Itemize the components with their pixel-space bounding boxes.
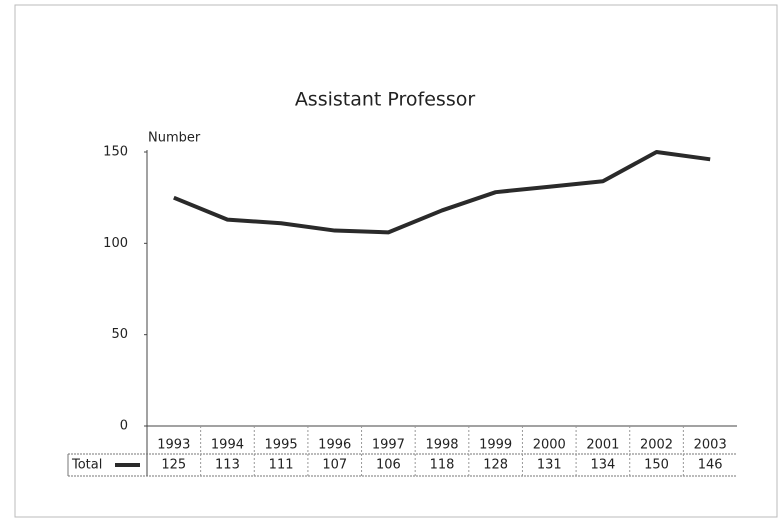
x-tick-label: 1999 (479, 438, 512, 453)
x-tick-label: 2000 (533, 438, 566, 453)
table-value: 125 (161, 458, 186, 473)
x-tick-label: 1996 (318, 438, 351, 453)
x-tick-label: 1995 (265, 438, 298, 453)
legend-label: Total (71, 458, 102, 473)
table-value: 113 (215, 458, 240, 473)
x-tick-label: 2002 (640, 438, 673, 453)
y-tick-label: 0 (120, 419, 128, 434)
x-tick-label: 1997 (372, 438, 405, 453)
y-tick-label: 150 (103, 145, 128, 160)
table-value: 131 (537, 458, 562, 473)
line (173, 150, 711, 235)
x-tick-label: 1994 (211, 438, 244, 453)
chart-title: Assistant Professor (295, 89, 476, 111)
table-value: 111 (269, 458, 294, 473)
x-tick-label: 2001 (586, 438, 619, 453)
table-value: 106 (376, 458, 401, 473)
x-tick-label: 1998 (425, 438, 458, 453)
table-value: 118 (430, 458, 455, 473)
table-value: 146 (698, 458, 723, 473)
y-axis-label: Number (148, 131, 201, 146)
y-tick-label: 50 (111, 327, 128, 342)
x-tick-label: 2003 (694, 438, 727, 453)
table-value: 150 (644, 458, 669, 473)
x-tick-label: 1993 (157, 438, 190, 453)
y-tick-label: 100 (103, 236, 128, 251)
table-value: 134 (590, 458, 615, 473)
frame (14, 4, 778, 518)
table-value: 107 (322, 458, 347, 473)
table-value: 128 (483, 458, 508, 473)
